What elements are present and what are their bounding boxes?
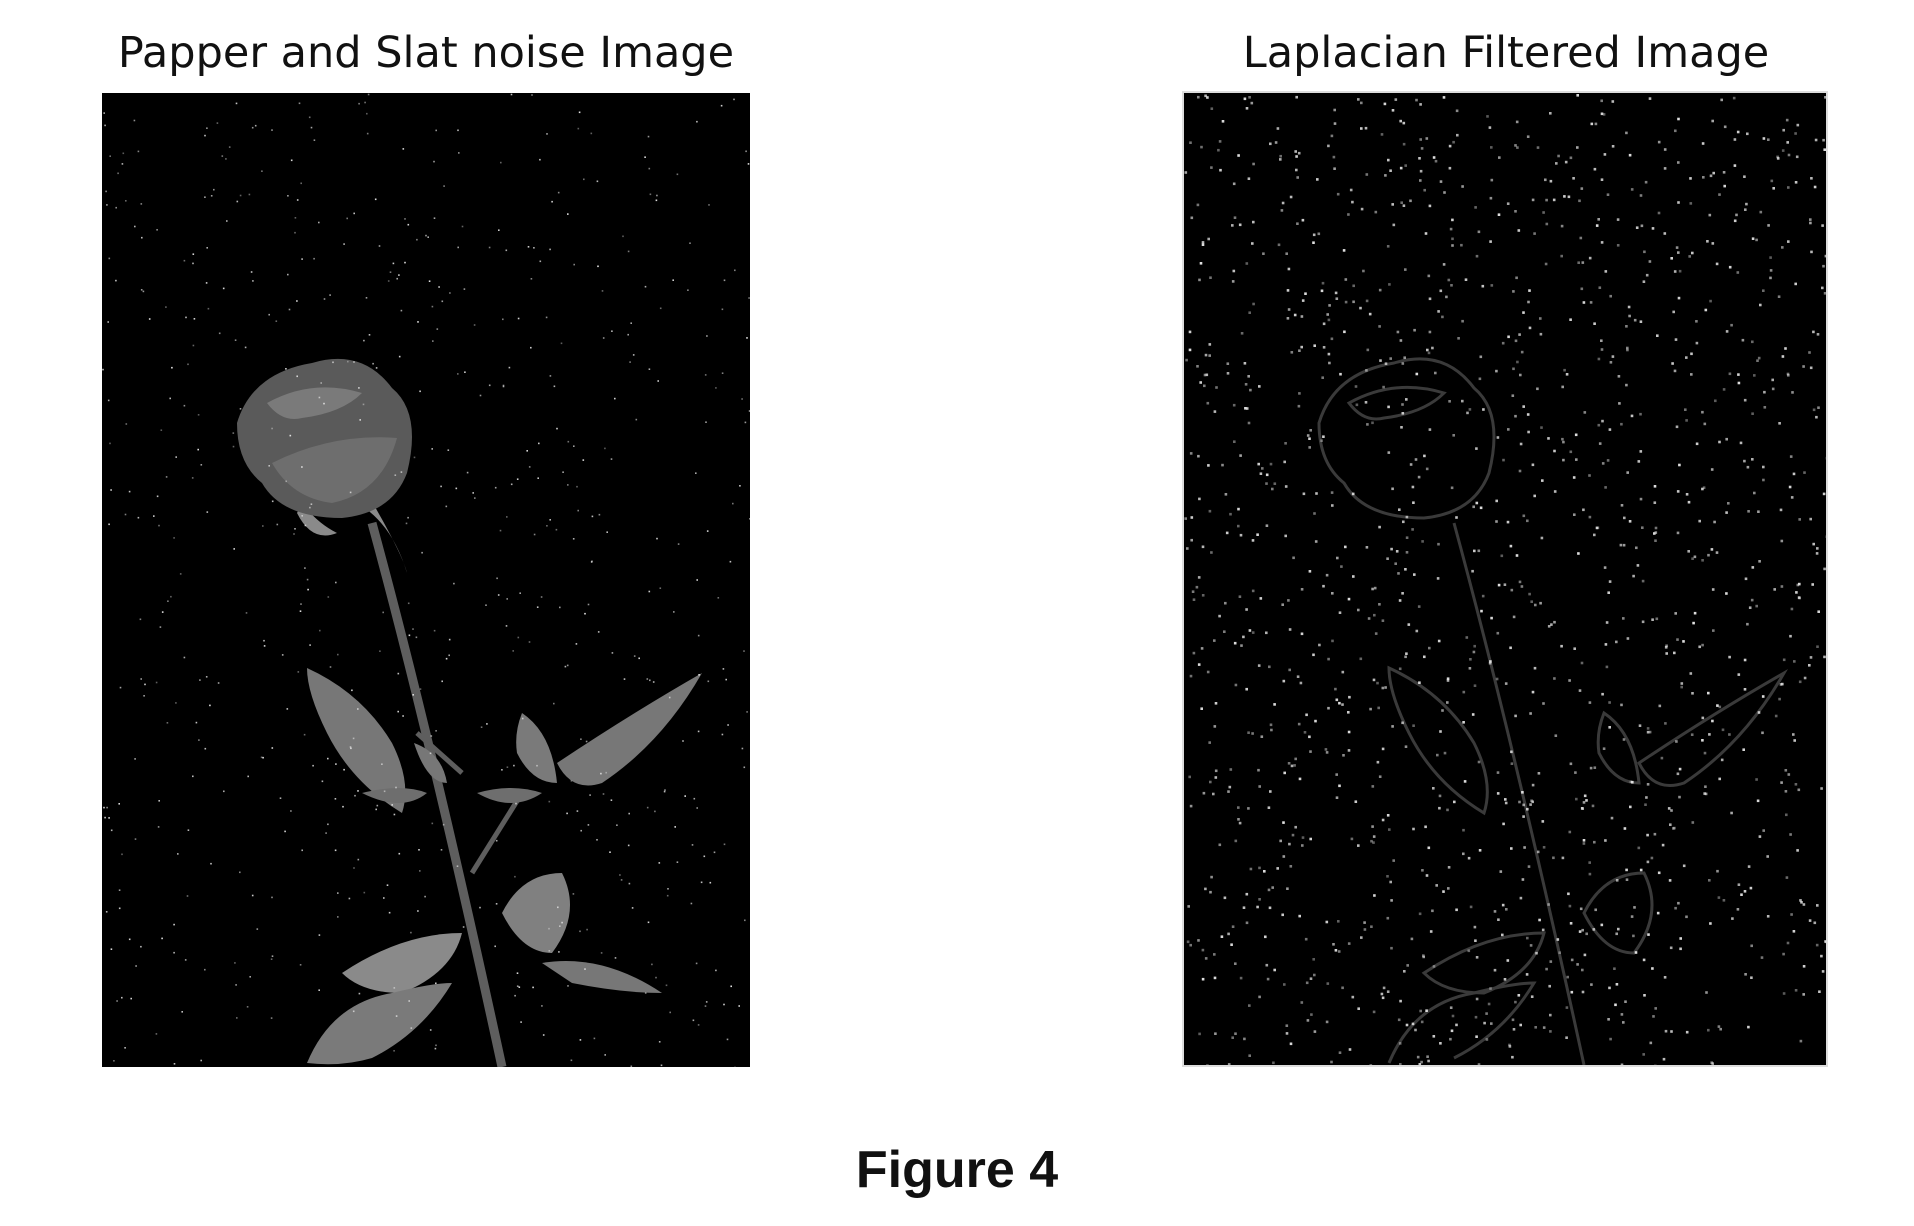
noisy-image-title: Papper and Slat noise Image xyxy=(117,28,735,78)
figure-caption: Figure 4 xyxy=(855,1141,1059,1199)
noisy-rose-image xyxy=(102,93,750,1067)
laplacian-image-title: Laplacian Filtered Image xyxy=(1242,28,1770,78)
rose-photo-icon xyxy=(102,93,750,1067)
rose-edge-icon xyxy=(1184,93,1826,1065)
laplacian-filtered-image xyxy=(1182,91,1828,1067)
